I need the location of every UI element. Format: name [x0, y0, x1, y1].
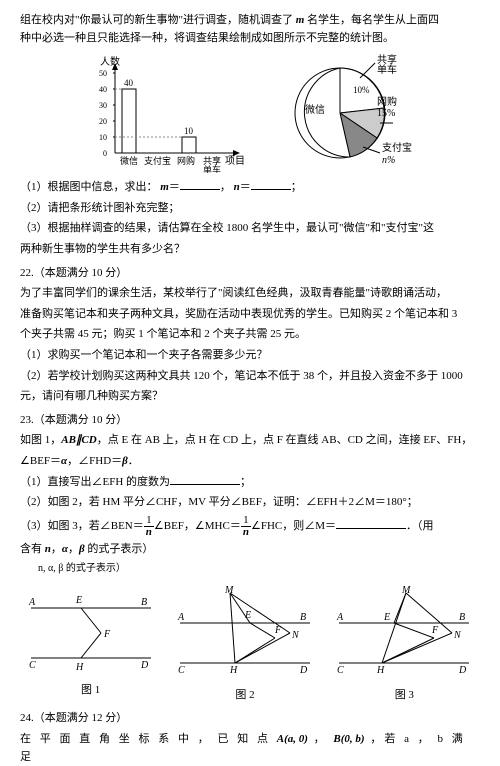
intro-line1: 组在校内对"你最认可的新生事物"进行调查，随机调查了 [20, 14, 296, 26]
svg-text:微信: 微信 [305, 103, 325, 116]
fig3-label: 图 3 [334, 687, 474, 705]
q3b: 两种新生事物的学生共有多少名？ [20, 241, 480, 259]
bar-chart: 人数 0 10 20 30 40 50 40 10 微信 支付宝 网购 共享 单… [85, 53, 245, 173]
svg-text:单车: 单车 [377, 63, 397, 76]
q3a: （3）根据抽样调查的结果，请估算在全校 1800 名学生中，最认可"微信"和"支… [20, 220, 480, 238]
q1: （1）根据图中信息，求出： m＝， n＝； [20, 179, 480, 197]
q23-p2: （2）如图 2，若 HM 平分∠CHF，MV 平分∠BEF，证明：∠EFH＋2∠… [20, 494, 480, 512]
q24-title: 24.（本题满分 12 分） [20, 710, 480, 728]
fig2-wrap: A B C D M E F N H 图 2 [175, 583, 315, 704]
svg-text:D: D [299, 665, 308, 676]
svg-text:A: A [177, 612, 185, 623]
q22-title: 22.（本题满分 10 分） [20, 265, 480, 283]
q23-angles: ∠BEF＝α，∠FHD＝β． [20, 453, 480, 471]
svg-text:10%: 10% [353, 85, 370, 95]
q22-p2a: （2）若学校计划购买这两种文具共 120 个，笔记本不低于 38 个，并且投入资… [20, 368, 480, 386]
svg-text:n%: n% [382, 155, 395, 166]
svg-text:C: C [29, 660, 36, 671]
svg-text:10: 10 [99, 133, 107, 142]
blank-m [180, 179, 220, 190]
svg-text:E: E [383, 612, 390, 623]
svg-text:网购: 网购 [177, 155, 195, 166]
q23-title: 23.（本题满分 10 分） [20, 412, 480, 430]
intro-line1-end: 名学生，每名学生从上面四 [304, 14, 439, 26]
q24-l1: 在 平 面 直 角 坐 标 系 中 ， 已 知 点 A(a, 0) ， B(0,… [20, 731, 480, 766]
fig1: A E B F C H D [26, 583, 156, 673]
blank-efh [170, 474, 240, 485]
svg-text:E: E [75, 595, 82, 606]
q23-intro: 如图 1，AB∥CD，点 E 在 AB 上，点 H 在 CD 上，点 F 在直线… [20, 432, 480, 450]
svg-text:F: F [103, 629, 111, 640]
svg-text:M: M [401, 585, 411, 596]
q22-l1: 为了丰富同学们的课余生活，某校举行了"阅读红色经典，汲取青春能量"诗歌朗诵活动， [20, 285, 480, 303]
svg-text:10: 10 [184, 126, 194, 136]
q22-l2: 准备购买笔记本和夹子两种文具，奖励在活动中表现优秀的学生。已知购买 2 个笔记本… [20, 306, 480, 324]
svg-text:15%: 15% [377, 108, 395, 119]
q23-p1: （1）直接写出∠EFH 的度数为； [20, 474, 480, 492]
q22-p1: （1）求购买一个笔记本和一个夹子各需要多少元？ [20, 347, 480, 365]
svg-text:B: B [300, 612, 306, 623]
svg-text:H: H [229, 665, 238, 676]
q22-p2b: 元，请问有哪几种购买方案？ [20, 388, 480, 406]
svg-text:D: D [458, 665, 467, 676]
svg-text:50: 50 [99, 69, 107, 78]
svg-text:支付宝: 支付宝 [144, 155, 171, 166]
svg-text:40: 40 [124, 78, 134, 88]
fig1-wrap: A E B F C H D 图 1 [26, 583, 156, 704]
q23-p3: （3）如图 3，若∠BEN＝1n∠BEF，∠MHC＝1n∠FHC，则∠M＝．（用 [20, 515, 480, 538]
svg-text:B: B [141, 597, 147, 608]
svg-text:单车: 单车 [203, 164, 221, 173]
svg-text:C: C [337, 665, 344, 676]
figures-row: A E B F C H D 图 1 A B C D M E F N [20, 583, 480, 704]
y-axis-label: 人数 [100, 55, 120, 68]
svg-text:支付宝: 支付宝 [382, 141, 412, 154]
svg-text:A: A [336, 612, 344, 623]
x-axis-label: 项目 [225, 155, 245, 167]
svg-text:N: N [453, 630, 462, 641]
svg-text:B: B [459, 612, 465, 623]
chart-row: 人数 0 10 20 30 40 50 40 10 微信 支付宝 网购 共享 单… [20, 53, 480, 173]
fig3-wrap: A B C D M E F N H 图 3 [334, 583, 474, 704]
pie-chart: 10% 微信 共享 单车 网购 15% 支付宝 n% [265, 53, 415, 173]
blank-m-ans [336, 518, 406, 529]
svg-text:E: E [244, 610, 251, 621]
svg-text:微信: 微信 [120, 155, 138, 166]
fig3: A B C D M E F N H [334, 583, 474, 678]
fig2-label: 图 2 [175, 687, 315, 705]
intro-text: 组在校内对"你最认可的新生事物"进行调查，随机调查了 m 名学生，每名学生从上面… [20, 12, 480, 47]
intro-line2: 种中必选一种且只能选择一种，将调查结果绘制成如图所示不完整的统计图。 [20, 32, 394, 44]
q22-l3: 个夹子共需 45 元；购买 1 个笔记本和 2 个夹子共需 25 元。 [20, 326, 480, 344]
svg-text:网购: 网购 [377, 95, 397, 108]
svg-text:D: D [140, 660, 149, 671]
q2: （2）请把条形统计图补充完整； [20, 200, 480, 218]
svg-text:F: F [274, 625, 282, 636]
svg-text:A: A [28, 597, 36, 608]
fig1-label: 图 1 [26, 682, 156, 700]
svg-text:N: N [291, 630, 300, 641]
var-m: m [296, 14, 305, 26]
svg-text:0: 0 [103, 149, 107, 158]
svg-text:40: 40 [99, 85, 107, 94]
svg-text:H: H [376, 665, 385, 676]
svg-text:20: 20 [99, 117, 107, 126]
svg-text:H: H [75, 662, 84, 673]
svg-text:C: C [178, 665, 185, 676]
q23-note2: n, α, β 的式子表示） [38, 561, 480, 577]
q23-note: 含有 n，α，β 的式子表示） [20, 541, 480, 559]
fig2: A B C D M E F N H [175, 583, 315, 678]
blank-n [251, 179, 291, 190]
svg-text:30: 30 [99, 101, 107, 110]
svg-text:M: M [224, 585, 234, 596]
svg-text:F: F [431, 625, 439, 636]
